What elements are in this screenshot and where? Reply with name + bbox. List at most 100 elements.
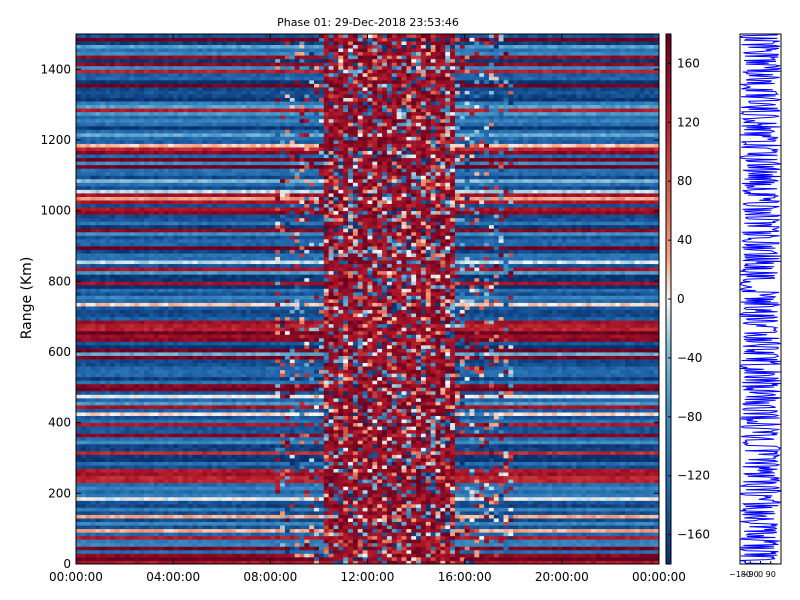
heatmap-cell: [265, 507, 271, 512]
heatmap-cell: [304, 553, 310, 558]
heatmap-cell: [513, 560, 519, 565]
heatmap-cell: [85, 422, 91, 427]
heatmap-cell: [416, 560, 422, 565]
heatmap-cell: [95, 454, 101, 459]
heatmap-cell: [148, 465, 155, 469]
heatmap-cell: [241, 539, 247, 544]
heatmap-cell: [362, 447, 368, 452]
heatmap-cell: [110, 461, 116, 466]
heatmap-cell: [561, 429, 568, 434]
heatmap-cell: [231, 535, 237, 540]
heatmap-cell: [479, 507, 485, 512]
heatmap-cell: [634, 549, 640, 554]
heatmap-cell: [129, 443, 135, 448]
heatmap-cell: [513, 507, 519, 512]
heatmap-cell: [182, 475, 189, 480]
heatmap-cell: [357, 433, 364, 438]
heatmap-cell: [654, 429, 660, 434]
heatmap-cell: [527, 443, 534, 448]
heatmap-cell: [581, 468, 587, 473]
heatmap-cell: [552, 486, 558, 491]
heatmap-cell: [474, 429, 480, 434]
heatmap-cell: [440, 542, 446, 547]
heatmap-cell: [367, 528, 373, 533]
heatmap-cell: [343, 507, 349, 512]
heatmap-cell: [348, 489, 354, 494]
heatmap-cell: [294, 553, 300, 558]
heatmap-cell: [119, 518, 125, 522]
heatmap-cell: [464, 553, 470, 558]
heatmap-cell: [450, 507, 456, 512]
heatmap-cell: [357, 482, 364, 487]
heatmap-cell: [343, 521, 349, 526]
heatmap-cell: [586, 542, 592, 547]
heatmap-cell: [576, 521, 582, 526]
heatmap-cell: [406, 489, 412, 494]
heatmap-cell: [246, 450, 252, 455]
heatmap-cell: [605, 503, 611, 508]
heatmap-cell: [148, 535, 155, 540]
heatmap-cell: [518, 429, 524, 434]
heatmap-cell: [522, 521, 529, 526]
heatmap-cell: [464, 461, 470, 466]
heatmap-cell: [265, 556, 271, 561]
heatmap-cell: [333, 525, 339, 530]
heatmap-cell: [158, 528, 164, 533]
heatmap-cell: [352, 479, 359, 484]
heatmap-cell: [440, 493, 446, 498]
heatmap-cell: [552, 542, 558, 547]
heatmap-cell: [386, 493, 393, 498]
heatmap-cell: [498, 486, 504, 491]
heatmap-cell: [255, 436, 262, 441]
heatmap-cell: [357, 521, 364, 526]
heatmap-cell: [212, 454, 218, 459]
heatmap-cell: [498, 532, 504, 537]
heatmap-cell: [202, 447, 208, 452]
heatmap-cell: [513, 436, 519, 441]
heatmap-cell: [542, 521, 548, 526]
heatmap-cell: [289, 422, 296, 427]
heatmap-cell: [100, 560, 106, 565]
heatmap-cell: [168, 535, 174, 540]
heatmap-cell: [556, 489, 563, 494]
heatmap-cell: [304, 507, 310, 512]
heatmap-cell: [537, 500, 543, 505]
heatmap-cell: [221, 542, 228, 547]
heatmap-cell: [270, 560, 276, 565]
heatmap-cell: [629, 468, 636, 473]
heatmap-cell: [464, 560, 470, 565]
heatmap-cell: [129, 535, 135, 540]
heatmap-cell: [119, 546, 125, 551]
heatmap-cell: [119, 450, 125, 455]
heatmap-cell: [518, 503, 524, 508]
heatmap-cell: [260, 528, 266, 533]
heatmap-cell: [124, 525, 130, 530]
heatmap-cell: [90, 419, 96, 424]
heatmap-cell: [386, 518, 393, 522]
heatmap-cell: [250, 415, 257, 420]
heatmap-cell: [318, 454, 325, 459]
heatmap-cell: [105, 525, 111, 530]
heatmap-cell: [134, 482, 140, 487]
heatmap-cell: [527, 422, 534, 427]
heatmap-cell: [352, 503, 359, 508]
heatmap-cell: [323, 525, 330, 530]
heatmap-cell: [513, 521, 519, 526]
heatmap-cell: [479, 450, 485, 455]
heatmap-cell: [450, 556, 456, 561]
heatmap-cell: [352, 542, 359, 547]
heatmap-cell: [265, 549, 271, 554]
heatmap-cell: [343, 493, 349, 498]
heatmap-cell: [153, 489, 159, 494]
heatmap-cell: [148, 511, 155, 515]
heatmap-cell: [129, 450, 135, 455]
heatmap-cell: [226, 539, 232, 544]
heatmap-cell: [114, 436, 121, 441]
heatmap-cell: [411, 518, 417, 522]
heatmap-cell: [226, 549, 232, 554]
heatmap-cell: [129, 458, 135, 462]
heatmap-cell: [95, 468, 101, 473]
heatmap-cell: [566, 479, 572, 484]
heatmap-cell: [352, 468, 359, 473]
heatmap-cell: [178, 465, 184, 469]
